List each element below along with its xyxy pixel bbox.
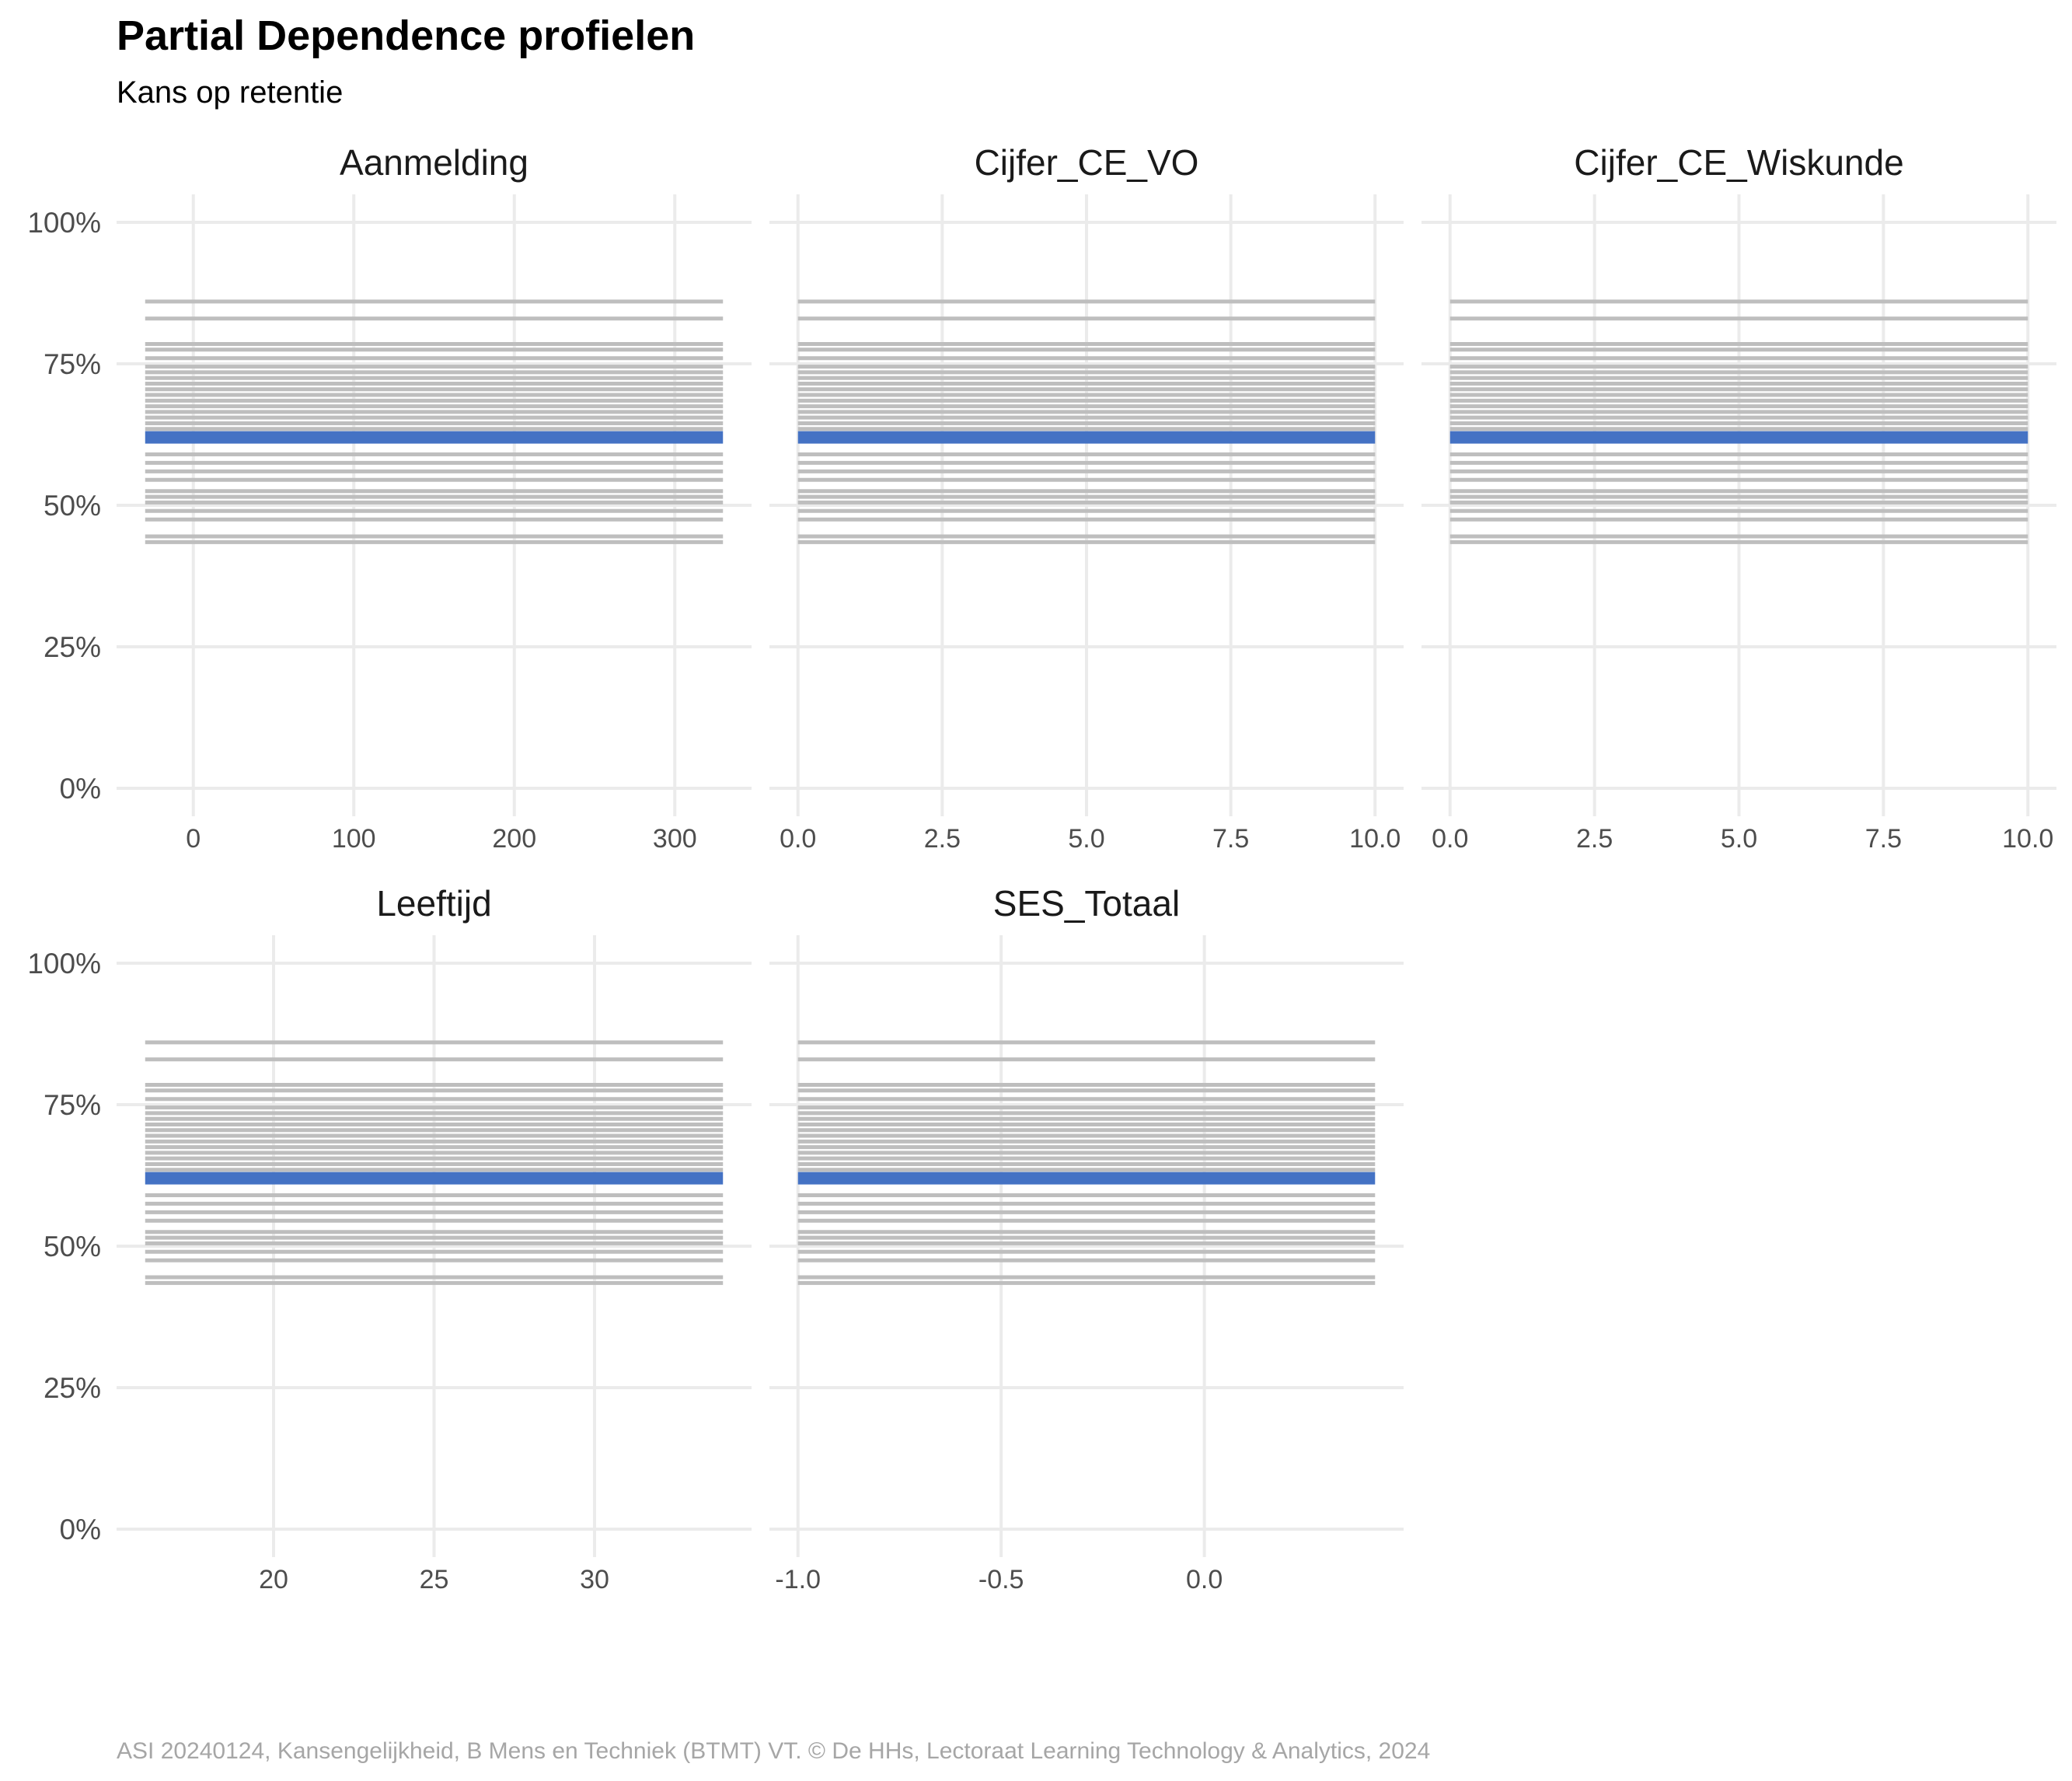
facet-title: Aanmelding	[340, 142, 528, 183]
y-tick-label: 0%	[60, 1514, 101, 1545]
y-tick-label: 25%	[44, 1372, 101, 1404]
facet-title: Leeftijd	[376, 883, 491, 924]
x-tick-label: -0.5	[978, 1565, 1024, 1594]
chart-subtitle: Kans op retentie	[117, 75, 343, 110]
chart-title: Partial Dependence profielen	[117, 12, 695, 59]
x-tick-label: 300	[653, 824, 697, 854]
facet-panel-SES_Totaal: SES_Totaal -1.0 -0.5 0.0	[769, 883, 1404, 1594]
x-tick-label: 10.0	[2002, 824, 2053, 854]
x-tick-label: 100	[332, 824, 376, 854]
x-tick-label: 5.0	[1068, 824, 1104, 854]
y-tick-label: 50%	[44, 490, 101, 522]
y-tick-label: 0%	[60, 773, 101, 805]
x-tick-label: 0	[186, 824, 201, 854]
y-tick-label: 50%	[44, 1231, 101, 1262]
y-tick-label: 75%	[44, 1089, 101, 1121]
x-tick-label: 25	[420, 1565, 449, 1594]
x-tick-label: 200	[492, 824, 536, 854]
chart-caption: ASI 20240124, Kansengelijkheid, B Mens e…	[117, 1738, 1430, 1764]
y-tick-label: 100%	[27, 948, 101, 980]
facet-panel-Leeftijd: Leeftijd 20 25 30 0% 25% 50% 75% 100%	[27, 883, 752, 1594]
x-tick-label: 0.0	[780, 824, 816, 854]
facet-panel-Cijfer_CE_Wiskunde: Cijfer_CE_Wiskunde 0.0 2.5 5.0 7.5 10.0	[1421, 142, 2056, 854]
facet-panel-Aanmelding: Aanmelding 0 100 200 300 0% 25% 50% 75% 100%	[27, 142, 752, 854]
facet-panels: Aanmelding 0 100 200 300 0% 25% 50% 75% 100% Cijfe…	[27, 142, 2056, 1594]
x-tick-label: 7.5	[1212, 824, 1249, 854]
facet-title: Cijfer_CE_Wiskunde	[1574, 142, 1903, 183]
x-tick-label: 2.5	[924, 824, 961, 854]
x-tick-label: 5.0	[1721, 824, 1757, 854]
facet-title: SES_Totaal	[993, 883, 1180, 924]
x-tick-label: 0.0	[1186, 1565, 1223, 1594]
x-tick-label: 10.0	[1349, 824, 1401, 854]
y-tick-label: 100%	[27, 207, 101, 239]
facet-title: Cijfer_CE_VO	[975, 142, 1199, 183]
facet-panel-Cijfer_CE_VO: Cijfer_CE_VO 0.0 2.5 5.0 7.5 10.0	[769, 142, 1404, 854]
x-tick-label: 7.5	[1865, 824, 1902, 854]
x-tick-label: 2.5	[1576, 824, 1613, 854]
y-tick-label: 25%	[44, 631, 101, 663]
x-tick-label: 0.0	[1432, 824, 1468, 854]
x-tick-label: -1.0	[775, 1565, 821, 1594]
x-tick-label: 20	[259, 1565, 288, 1594]
x-tick-label: 30	[580, 1565, 609, 1594]
y-tick-label: 75%	[44, 348, 101, 380]
